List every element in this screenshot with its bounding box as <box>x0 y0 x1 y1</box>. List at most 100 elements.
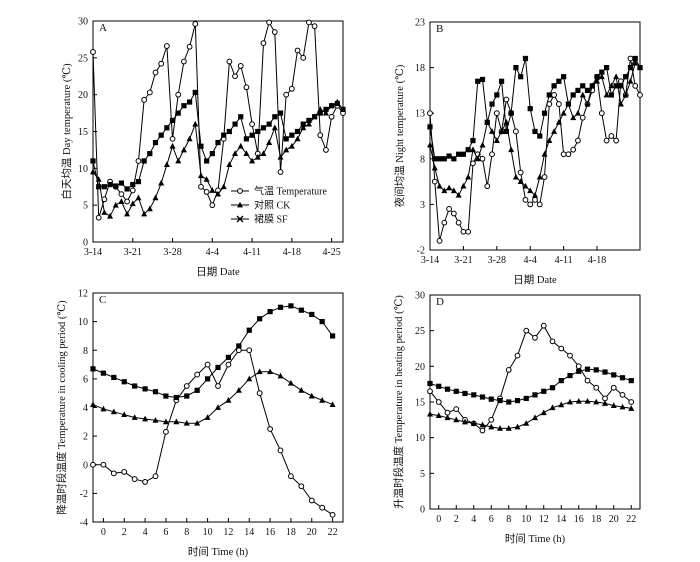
data-point <box>283 146 290 153</box>
data-point <box>118 198 125 204</box>
data-point <box>435 399 442 405</box>
y-axis-title: 夜间均温 Night temperature (℃) <box>393 64 406 207</box>
legend-marker <box>237 201 243 208</box>
data-point <box>308 392 315 399</box>
data-point <box>584 87 591 93</box>
data-point <box>560 109 567 116</box>
data-point <box>298 483 305 490</box>
data-point <box>508 110 514 116</box>
data-point <box>497 397 503 404</box>
data-point <box>541 150 548 157</box>
data-point <box>215 383 221 389</box>
x-tick-label: 20 <box>307 527 317 538</box>
data-point <box>540 409 547 416</box>
y-tick-label: 8 <box>420 154 425 165</box>
data-point <box>479 421 486 428</box>
data-point <box>90 168 96 175</box>
data-point <box>194 387 200 393</box>
data-point <box>298 387 305 393</box>
data-point <box>541 174 548 180</box>
data-point <box>541 110 548 116</box>
data-point <box>198 143 204 149</box>
data-point <box>450 187 457 194</box>
data-point <box>536 201 543 208</box>
data-point <box>158 179 165 186</box>
data-point <box>90 401 96 408</box>
data-point <box>113 183 119 189</box>
data-point <box>513 128 519 135</box>
data-point <box>551 83 557 89</box>
data-point <box>300 121 306 127</box>
data-point <box>254 153 261 160</box>
y-tick-label: 18 <box>415 63 425 74</box>
data-point <box>215 139 221 146</box>
x-tick-label: 10 <box>521 514 531 525</box>
legend-label: 裙膜 SF <box>254 213 288 226</box>
data-point <box>180 146 187 153</box>
data-point <box>132 383 138 389</box>
data-point <box>267 426 273 432</box>
data-point <box>203 189 210 195</box>
data-point <box>574 109 581 116</box>
data-point <box>226 58 233 65</box>
data-point <box>277 110 284 116</box>
data-point <box>226 128 232 135</box>
data-point <box>163 393 169 399</box>
data-point <box>576 368 582 374</box>
data-point <box>522 182 529 189</box>
x-tick-label: 4 <box>143 527 148 538</box>
data-point <box>613 73 620 80</box>
data-point <box>130 181 136 188</box>
data-point <box>306 19 312 26</box>
data-point <box>436 383 442 389</box>
data-point <box>90 461 96 468</box>
data-point <box>479 76 486 83</box>
data-point <box>118 191 125 198</box>
y-tick-label: 30 <box>415 291 425 302</box>
data-point <box>147 151 153 157</box>
data-point <box>479 141 486 148</box>
data-point <box>173 394 179 401</box>
data-point <box>209 187 216 193</box>
data-point <box>142 479 148 485</box>
data-point <box>237 142 244 149</box>
data-point <box>175 91 182 98</box>
data-point <box>277 447 284 454</box>
data-point <box>503 96 510 103</box>
data-point <box>225 361 232 368</box>
data-point <box>124 198 130 205</box>
series-triangle <box>427 397 635 431</box>
series-square <box>427 366 634 405</box>
data-point <box>532 392 538 398</box>
data-point <box>306 117 312 124</box>
data-point <box>479 427 486 434</box>
data-point <box>317 110 323 116</box>
data-point <box>163 43 170 49</box>
data-point <box>522 55 529 62</box>
data-point <box>469 146 476 153</box>
x-tick-label: 20 <box>609 514 619 525</box>
data-point <box>536 173 543 180</box>
data-point <box>319 319 325 325</box>
data-point <box>329 511 336 518</box>
data-point <box>319 504 326 511</box>
data-point <box>192 120 199 127</box>
series-square <box>90 89 346 192</box>
x-tick-label: 3-28 <box>488 255 506 266</box>
panel-d: D 0 5 10 15 20 25 30 0 2 4 6 8 10 12 14 16 18 20 22 时间 Time … <box>392 291 641 545</box>
data-point <box>323 106 329 112</box>
data-point <box>197 172 204 179</box>
data-point <box>158 132 164 138</box>
data-point <box>427 410 433 417</box>
data-point <box>256 390 263 397</box>
data-point <box>163 161 170 168</box>
data-point <box>329 333 336 339</box>
data-point <box>317 106 324 112</box>
data-point <box>225 354 232 361</box>
data-point <box>619 375 626 381</box>
data-point <box>277 372 284 379</box>
data-point <box>584 377 591 384</box>
data-point <box>427 380 433 387</box>
x-tick-label: 4-11 <box>555 255 573 266</box>
data-point <box>488 416 495 423</box>
